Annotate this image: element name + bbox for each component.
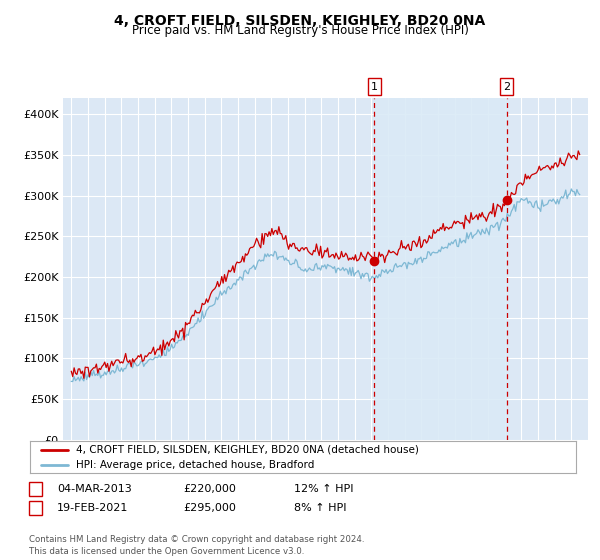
Text: Price paid vs. HM Land Registry's House Price Index (HPI): Price paid vs. HM Land Registry's House … [131,24,469,37]
Text: HPI: Average price, detached house, Bradford: HPI: Average price, detached house, Brad… [76,460,315,470]
Text: 2: 2 [32,503,39,514]
Text: 4, CROFT FIELD, SILSDEN, KEIGHLEY, BD20 0NA: 4, CROFT FIELD, SILSDEN, KEIGHLEY, BD20 … [115,14,485,28]
Text: 8% ↑ HPI: 8% ↑ HPI [294,503,347,514]
Text: 04-MAR-2013: 04-MAR-2013 [57,484,132,494]
Text: 19-FEB-2021: 19-FEB-2021 [57,503,128,514]
Text: 4, CROFT FIELD, SILSDEN, KEIGHLEY, BD20 0NA (detached house): 4, CROFT FIELD, SILSDEN, KEIGHLEY, BD20 … [76,445,419,455]
Text: 12% ↑ HPI: 12% ↑ HPI [294,484,353,494]
Text: 1: 1 [32,484,39,494]
Text: 1: 1 [371,82,377,92]
Text: 2: 2 [503,82,511,92]
Text: £295,000: £295,000 [183,503,236,514]
Text: Contains HM Land Registry data © Crown copyright and database right 2024.
This d: Contains HM Land Registry data © Crown c… [29,535,364,556]
Bar [374,98,507,440]
Text: £220,000: £220,000 [183,484,236,494]
